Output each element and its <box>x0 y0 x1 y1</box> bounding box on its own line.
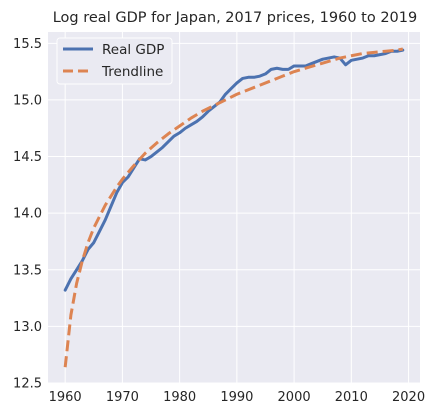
x-tick-label: 1960 <box>49 390 82 405</box>
legend-label-real-gdp: Real GDP <box>102 42 164 58</box>
y-tick-label: 14.0 <box>13 207 42 222</box>
legend-label-trendline: Trendline <box>101 64 163 80</box>
y-tick-label: 15.5 <box>13 37 42 52</box>
x-tick-label: 2020 <box>392 390 425 405</box>
x-tick-label: 1970 <box>106 390 139 405</box>
legend: Real GDP Trendline <box>56 37 173 85</box>
x-tick-label: 2000 <box>278 390 311 405</box>
y-tick-label: 14.5 <box>13 150 42 165</box>
chart-title: Log real GDP for Japan, 2017 prices, 196… <box>53 10 418 26</box>
y-tick-label: 15.0 <box>13 93 42 108</box>
series-line-trendline <box>63 47 404 368</box>
y-tick-label: 13.5 <box>13 263 42 278</box>
x-tick-label: 2010 <box>335 390 368 405</box>
y-tick-label: 13.0 <box>13 320 42 335</box>
x-tick-label: 1990 <box>220 390 253 405</box>
x-tick-label: 1980 <box>163 390 196 405</box>
series-line-real-gdp <box>63 48 405 292</box>
y-tick-label: 12.5 <box>13 377 42 392</box>
